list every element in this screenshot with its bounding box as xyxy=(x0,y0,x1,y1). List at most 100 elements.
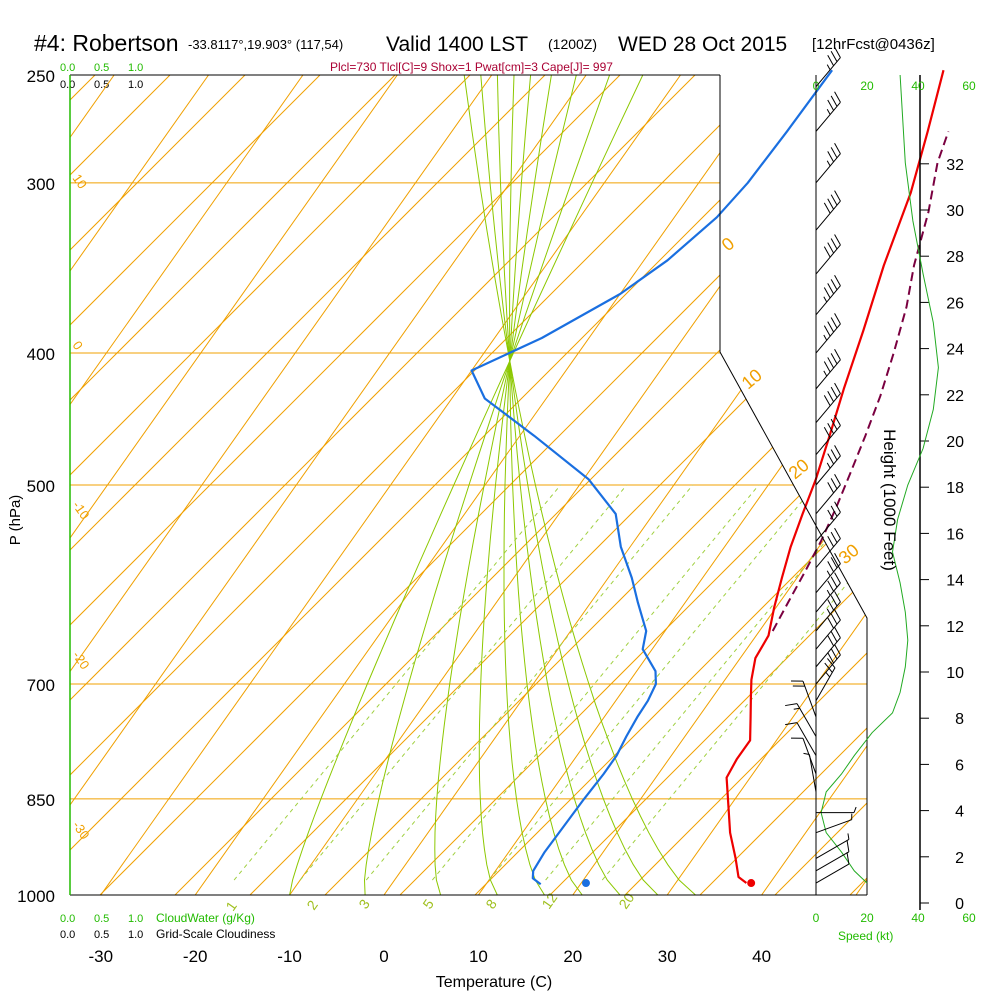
height-tick-2: 2 xyxy=(955,850,964,867)
wind-barb-feather xyxy=(827,321,835,333)
wind-barb-feather xyxy=(827,198,835,210)
wind-barb-feather xyxy=(826,64,831,71)
wind-barb-staff xyxy=(815,863,850,884)
header-station: #4: Robertson xyxy=(34,30,178,56)
wind-barb-feather xyxy=(846,852,850,865)
wind-barb-feather xyxy=(823,202,831,214)
mixing-ratio-label: 8 xyxy=(482,896,500,912)
wind-barb-feather xyxy=(827,580,835,592)
mixing-ratio-label: 3 xyxy=(355,896,373,912)
wind-barb xyxy=(815,572,841,613)
bottom-cloudiness-tick-1: 0.5 xyxy=(94,929,109,941)
wind-barb-feather xyxy=(830,478,838,490)
temperature-tick-30: 30 xyxy=(658,947,677,966)
wind-barb xyxy=(815,527,841,568)
wind-barb-staff xyxy=(815,637,841,668)
wind-barb xyxy=(815,833,850,859)
isotherm--20 xyxy=(194,75,776,895)
mixing-ratio-label: 12 xyxy=(538,890,560,912)
grid-clipped xyxy=(70,75,867,895)
wind-barb-feather xyxy=(824,662,833,673)
wind-barb-feather xyxy=(827,151,835,163)
dry-adiabat xyxy=(70,75,451,895)
speed-bottom-tick: 0 xyxy=(813,911,820,925)
wind-barb-feather xyxy=(826,462,831,469)
speed-axis-title: Speed (kt) xyxy=(838,929,893,943)
wind-barb-feather xyxy=(830,418,838,430)
wind-barb-staff xyxy=(815,851,850,872)
mixing-ratio-line-4 xyxy=(488,484,816,881)
height-tick-18: 18 xyxy=(946,480,964,497)
wind-barb-feather xyxy=(830,613,838,625)
wind-barb xyxy=(815,234,841,275)
wind-barb-feather xyxy=(823,334,828,341)
wind-barb-feather xyxy=(834,46,841,58)
header-valid: Valid 1400 LST xyxy=(386,33,528,56)
wind-barb-feather xyxy=(823,287,831,299)
temperature-tick--20: -20 xyxy=(183,947,208,966)
dry-adiabat xyxy=(70,75,601,895)
isotherm--80 xyxy=(70,75,209,895)
wind-barb-feather xyxy=(834,382,841,394)
wind-barb-feather xyxy=(830,449,838,461)
wind-barb-feather xyxy=(827,635,835,647)
wind-barb xyxy=(790,737,817,775)
wind-barb-feather xyxy=(827,391,835,402)
isotherm-label-right: 30 xyxy=(835,540,863,568)
isotherm-label-right: 10 xyxy=(738,365,766,393)
wind-barb xyxy=(815,445,841,486)
dry-adiabat xyxy=(474,75,867,895)
cloudiness-label: Grid-Scale Cloudiness xyxy=(156,927,275,941)
wind-barb-feather xyxy=(834,143,841,154)
isotherm--50 xyxy=(70,75,493,895)
moist-adiabat-4 xyxy=(503,75,545,895)
wind-barb-feather xyxy=(830,95,838,107)
wind-barb-feather xyxy=(827,652,835,664)
height-axis-title: Height (1000 Feet) xyxy=(880,429,899,571)
dry-adiabat xyxy=(70,75,826,895)
surface-dewpoint-marker xyxy=(581,879,590,888)
wind-barb-feather xyxy=(825,672,831,678)
wind-barb xyxy=(815,644,841,685)
wind-barb-feather xyxy=(827,509,835,521)
wind-barb-feather xyxy=(827,357,835,369)
moist-adiabat-3 xyxy=(478,75,552,895)
bottom-cloudwater-tick-2: 1.0 xyxy=(128,913,143,925)
wind-barb xyxy=(815,275,841,316)
dry-adiabat xyxy=(624,75,867,895)
wind-barb-feather xyxy=(830,505,838,517)
wind-barb-feather xyxy=(785,722,798,726)
wind-barb xyxy=(815,591,841,632)
height-tick-28: 28 xyxy=(946,249,964,266)
wind-barb xyxy=(815,382,841,424)
wind-barb-feather xyxy=(830,648,838,660)
moist-adiabat-2 xyxy=(434,75,577,895)
top-cloudiness-tick-2: 1.0 xyxy=(128,79,143,91)
height-tick-4: 4 xyxy=(955,804,964,821)
wind-barb-feather xyxy=(834,627,841,639)
wind-barb-staff xyxy=(815,359,841,390)
wind-barb xyxy=(815,190,841,231)
isotherm-40 xyxy=(761,75,867,895)
wind-barb-feather xyxy=(834,553,841,564)
wind-barb-staff xyxy=(796,703,817,737)
wind-barb-feather xyxy=(827,242,835,254)
wind-barb-feather xyxy=(827,599,835,611)
pressure-tick-1000: 1000 xyxy=(17,887,55,906)
speed-bottom-tick: 60 xyxy=(962,911,976,925)
wind-barb xyxy=(816,806,857,814)
height-tick-14: 14 xyxy=(946,573,964,590)
top-cloudwater-tick-1: 0.5 xyxy=(94,62,109,74)
bottom-cloudwater-tick-0: 0.0 xyxy=(60,913,75,925)
isotherm-label-right: 0 xyxy=(718,233,739,255)
wind-barb-staff xyxy=(815,654,841,685)
isotherm-label-right: 20 xyxy=(785,455,813,483)
wind-barb xyxy=(815,658,836,701)
height-tick-10: 10 xyxy=(946,665,964,682)
wind-panel: 0 0 20 20 40 40 60 60 xyxy=(785,46,976,925)
isotherm--40 xyxy=(70,75,587,895)
wind-barb-feather xyxy=(827,99,835,111)
wind-barb-staff xyxy=(815,838,850,859)
height-tick-8: 8 xyxy=(955,711,964,728)
